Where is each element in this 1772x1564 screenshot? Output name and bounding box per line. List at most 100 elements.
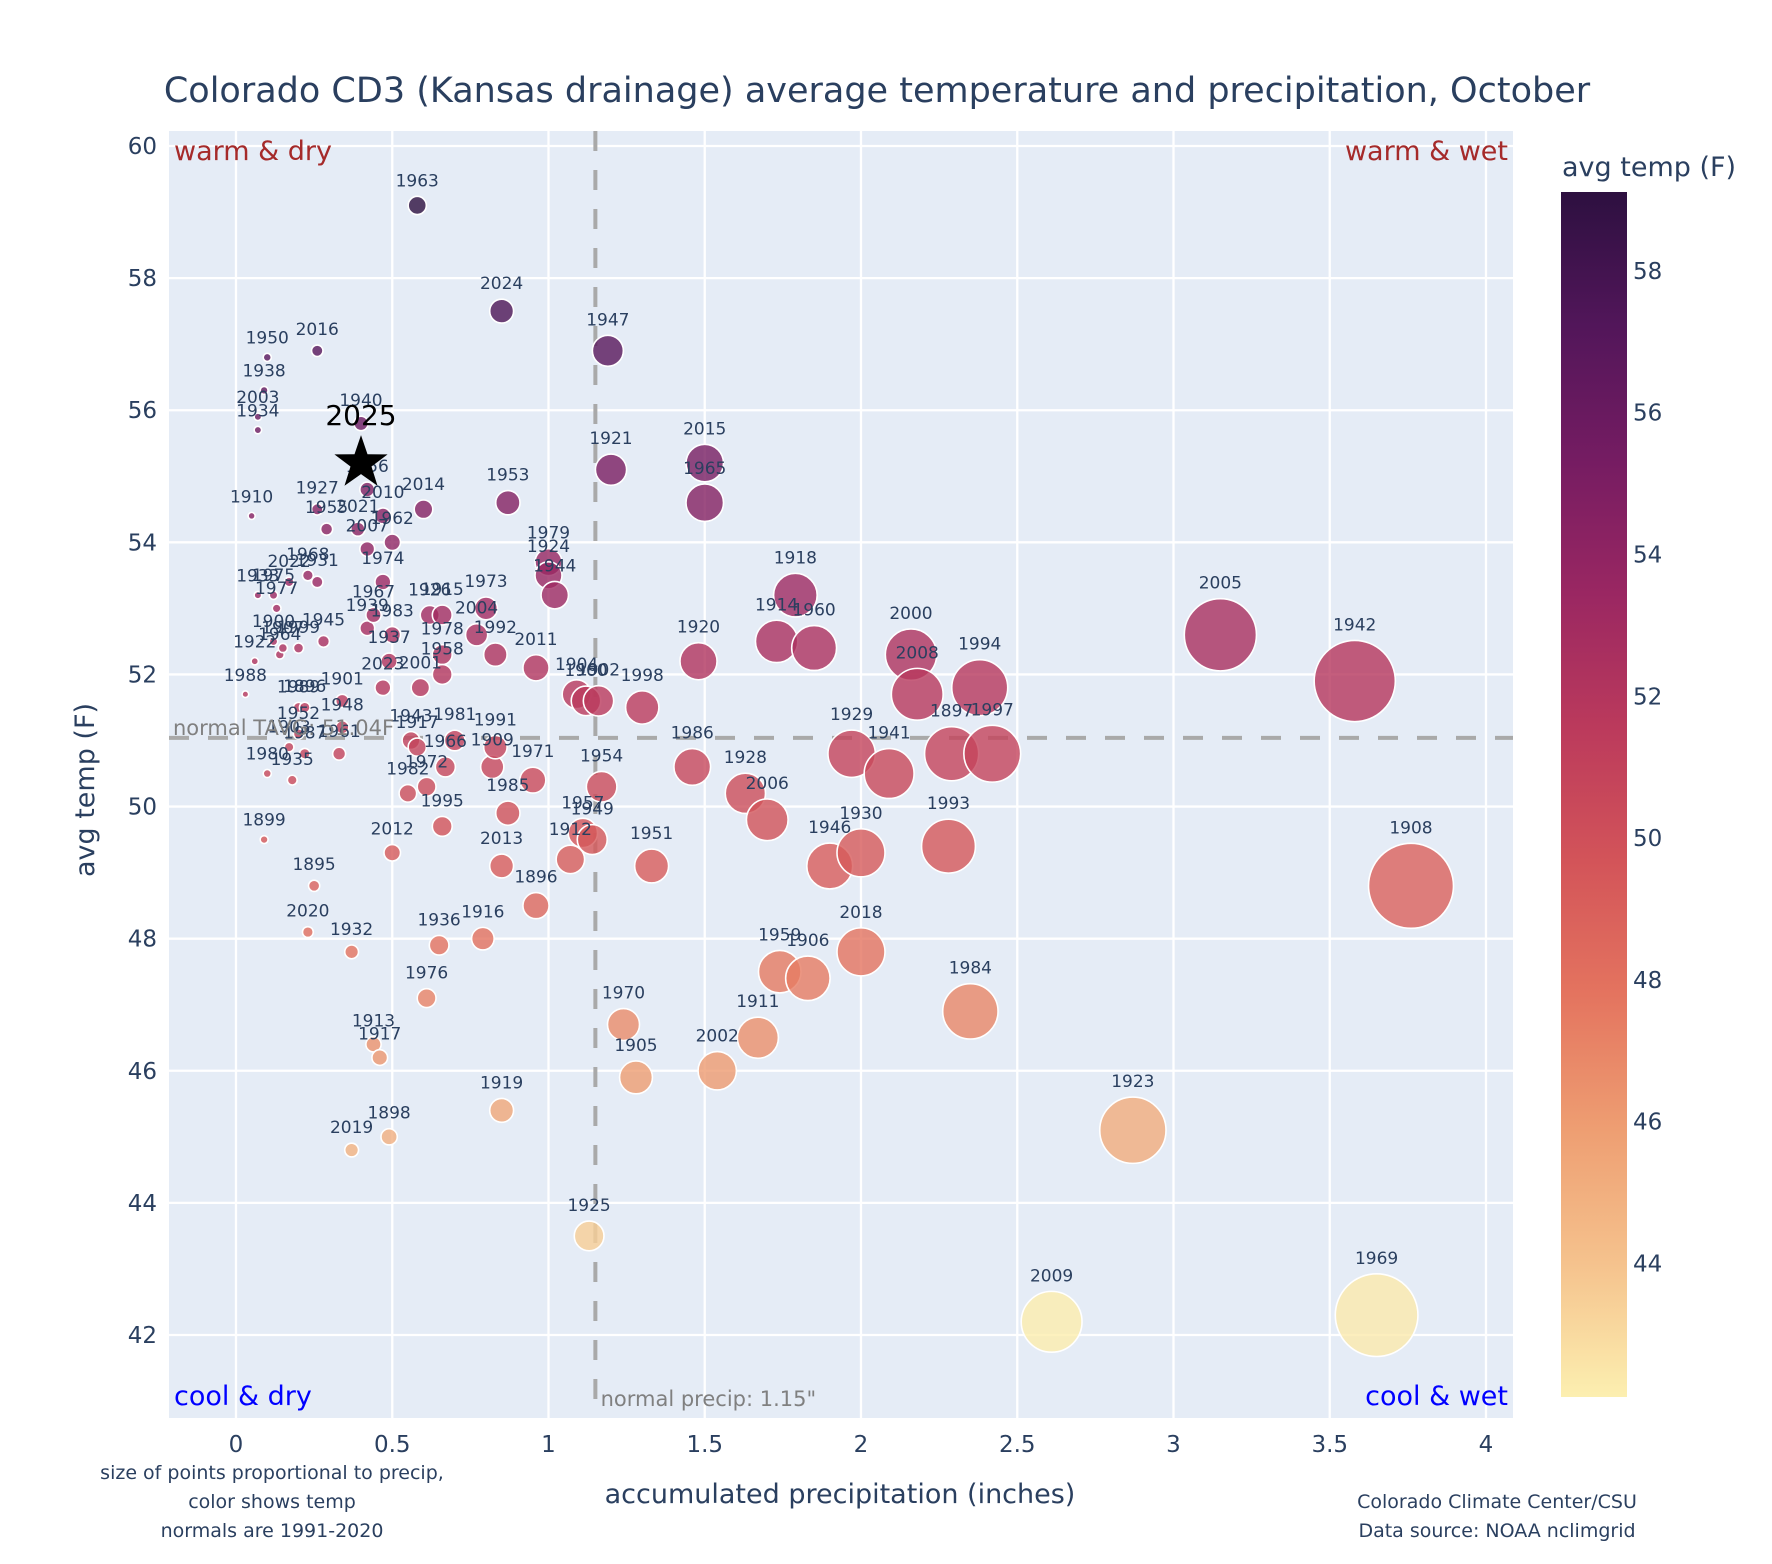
point-label: 1899	[242, 811, 285, 831]
point-label: 2002	[696, 1027, 739, 1047]
data-point	[745, 798, 789, 842]
point-label: 1998	[621, 666, 664, 686]
data-point	[482, 642, 508, 668]
data-point	[398, 783, 418, 803]
point-label: 1904	[555, 655, 598, 675]
point-label: 1972	[405, 752, 448, 772]
point-label: 2022	[267, 552, 310, 572]
data-point	[950, 658, 1009, 717]
point-label: 2005	[1199, 574, 1242, 594]
point-label: 2013	[480, 829, 523, 849]
data-point	[464, 622, 489, 647]
point-label: 1967	[352, 582, 395, 602]
data-point	[383, 843, 402, 862]
data-point	[374, 507, 392, 525]
data-point	[283, 741, 295, 753]
point-label: 1994	[958, 635, 1001, 655]
point-label: 1938	[242, 361, 285, 381]
data-point	[431, 604, 453, 626]
point-label: 1942	[1333, 615, 1376, 635]
point-label: 1910	[230, 487, 273, 507]
point-label: 2021	[336, 497, 379, 517]
point-label: 2016	[296, 320, 339, 340]
data-point	[259, 834, 269, 845]
x-tick-label: 0	[229, 1432, 244, 1458]
point-label: 1945	[302, 610, 345, 630]
data-point	[1313, 639, 1397, 723]
data-point	[836, 827, 886, 878]
point-label: 1993	[927, 794, 970, 814]
data-point	[268, 636, 279, 647]
data-point	[494, 489, 521, 516]
point-label: 1923	[1111, 1072, 1154, 1092]
point-label: 2006	[746, 774, 789, 794]
data-point	[352, 415, 369, 432]
data-point	[374, 678, 392, 697]
data-point	[582, 684, 615, 717]
x-axis-ticks: 0 0.5 1 1.5 2 2.5 3 3.5 4	[229, 1432, 1494, 1458]
data-point	[685, 483, 725, 523]
y-tick-label: 54	[128, 530, 157, 556]
data-point	[606, 1007, 641, 1042]
data-point	[443, 729, 466, 752]
point-label: 2015	[683, 419, 726, 439]
data-point	[416, 987, 437, 1009]
point-label: 2018	[839, 903, 882, 923]
normal-temp-label: normal TAVG: 51.04F	[173, 716, 394, 740]
note-right-1: Colorado Climate Center/CSU	[1357, 1491, 1637, 1513]
data-point	[673, 747, 712, 787]
point-label: 1950	[246, 328, 289, 348]
point-label: 1953	[486, 466, 529, 486]
point-label: 1920	[677, 618, 720, 638]
point-label: 2009	[1030, 1266, 1073, 1286]
point-label: 1898	[367, 1104, 410, 1124]
point-label: 1912	[549, 820, 592, 840]
quadrant-label-warm-wet: warm & wet	[1345, 136, 1508, 167]
data-point	[271, 603, 282, 614]
point-label: 1939	[346, 596, 389, 616]
data-point	[292, 642, 305, 654]
data-point	[963, 724, 1022, 783]
point-label: 1979	[527, 524, 570, 544]
data-point	[292, 727, 305, 740]
colorbar-tick-label: 54	[1633, 543, 1662, 569]
x-tick-label: 1.5	[686, 1432, 723, 1458]
point-label: 2004	[455, 599, 498, 619]
data-point	[380, 1127, 399, 1146]
data-point	[522, 891, 550, 920]
data-point	[836, 927, 886, 977]
point-label: 1929	[830, 705, 873, 725]
data-point	[310, 502, 324, 516]
data-point	[624, 690, 660, 725]
data-point	[941, 982, 999, 1040]
point-label: 1963	[396, 171, 439, 191]
point-label: 1911	[736, 992, 779, 1012]
x-axis-title: accumulated precipitation (inches)	[605, 1479, 1076, 1510]
point-label: 2008	[896, 643, 939, 663]
y-tick-label: 50	[128, 795, 157, 821]
quadrant-label-cool-wet: cool & wet	[1365, 1381, 1508, 1412]
point-label: 1982	[386, 760, 429, 780]
point-label: 1988	[224, 666, 267, 686]
data-point	[371, 1048, 389, 1067]
x-tick-label: 3.5	[1311, 1432, 1348, 1458]
data-point	[247, 511, 256, 521]
data-point	[519, 766, 547, 794]
star-label: 2025	[325, 399, 396, 432]
data-point	[697, 1050, 738, 1091]
data-point	[359, 540, 376, 558]
data-point	[431, 815, 453, 838]
data-point	[573, 1220, 605, 1252]
data-point	[679, 641, 718, 681]
point-label: 1936	[417, 910, 460, 930]
gridlines	[169, 131, 1513, 1418]
data-point	[618, 1060, 654, 1095]
data-point	[1098, 1096, 1167, 1165]
point-label: 1901	[321, 669, 364, 689]
point-label: 2019	[330, 1118, 373, 1138]
data-point	[890, 667, 944, 721]
point-label: 2014	[402, 475, 445, 495]
point-label: 1976	[405, 964, 448, 984]
point-label: 2023	[361, 655, 404, 675]
